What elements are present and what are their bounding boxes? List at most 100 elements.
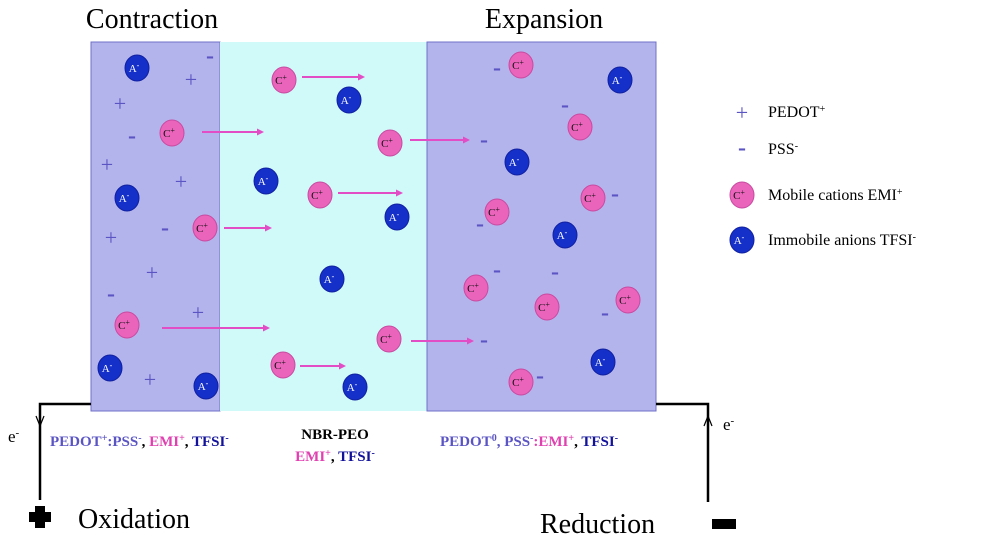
left-title: Contraction [86,4,218,35]
text-part: A [258,176,266,188]
text-part: C [381,138,388,150]
legend-label: Mobile cations EMI+ [768,187,903,205]
superscript: - [332,272,335,281]
text-part: A [347,382,355,394]
superscript: + [568,433,574,444]
text-part: C [619,295,626,307]
cation [463,274,489,302]
text-part: Immobile anions TFSI [768,232,913,249]
superscript: + [387,332,392,341]
ion-label: A- [198,379,209,394]
arrow-head [396,189,403,197]
ion-label: C+ [275,73,287,88]
text-part: C [733,190,740,202]
cation [729,181,755,209]
arrow-head [257,128,264,136]
ion-label: C+ [163,126,175,141]
ion-label: C+ [381,136,393,151]
anion [607,66,633,94]
anion [384,203,410,231]
arrow-head [265,224,272,232]
superscript: + [282,73,287,82]
text-part: EMI [295,449,325,465]
electrolyte-ions-label: EMI+, TFSI- [295,448,375,466]
arrow-head [467,337,474,345]
text-part: A [612,75,620,87]
text-part: A [341,95,349,107]
pedot-charge: + [192,300,204,325]
right-title: Expansion [485,4,603,35]
superscript: + [626,293,631,302]
pedot-charge: + [105,225,117,250]
anion [319,265,345,293]
superscript: + [897,187,903,198]
superscript: - [530,433,533,444]
ion-label: A- [129,61,140,76]
pedot-charge: + [175,169,187,194]
cation [484,198,510,226]
cation [271,66,297,94]
ion-label: C+ [274,358,286,373]
ion-label: A- [347,380,358,395]
pss-charge: - [480,127,488,153]
superscript: - [127,191,130,200]
ion-label: C+ [733,188,745,203]
text-part: TFSI [338,449,372,465]
pedot-charge: + [114,91,126,116]
text-part: A [557,230,565,242]
ion-label: C+ [584,191,596,206]
text-part: A [734,235,742,247]
electron-label: e- [723,415,735,434]
cation [508,368,534,396]
text-part: C [311,190,318,202]
electron-label: e- [8,427,20,446]
text-part: C [538,302,545,314]
cation [580,184,606,212]
superscript: - [349,93,352,102]
arrow-head [339,362,346,370]
legend-label: PSS- [768,141,798,159]
oxidation-label: Oxidation [78,504,190,535]
text-part: A [595,357,603,369]
superscript: - [16,427,20,439]
text-part: A [324,274,332,286]
ion-label: C+ [467,281,479,296]
text-part: C [275,75,282,87]
anion [193,372,219,400]
text-part: C [512,377,519,389]
superscript: - [615,433,618,444]
superscript: + [545,300,550,309]
text-part: TFSI [192,434,226,450]
text-part: , [142,434,150,450]
ion-label: A- [324,272,335,287]
superscript: + [740,188,745,197]
superscript: - [795,141,798,152]
superscript: - [138,433,141,444]
ion-label: C+ [118,318,130,333]
pss-charge: - [128,123,136,149]
minus-pole [712,519,736,529]
superscript: + [519,58,524,67]
ion-label: C+ [488,205,500,220]
left-wire [38,402,91,500]
superscript: - [206,379,209,388]
pss-charge: - [601,300,609,326]
text-part: PEDOT [768,104,820,121]
pedot-charge: + [146,260,158,285]
pedot-charge: + [144,367,156,392]
text-part: PSS [768,141,795,158]
pedot-charge: + [101,152,113,177]
text-part: :PSS [107,434,138,450]
superscript: + [179,433,185,444]
legend-label: PEDOT+ [768,104,826,122]
text-part: A [102,363,110,375]
legend-label: Immobile anions TFSI- [768,232,916,250]
superscript: + [495,205,500,214]
superscript: + [519,375,524,384]
cation [377,129,403,157]
ion-label: A- [509,155,520,170]
anion [504,148,530,176]
superscript: + [325,448,331,459]
superscript: - [565,228,568,237]
